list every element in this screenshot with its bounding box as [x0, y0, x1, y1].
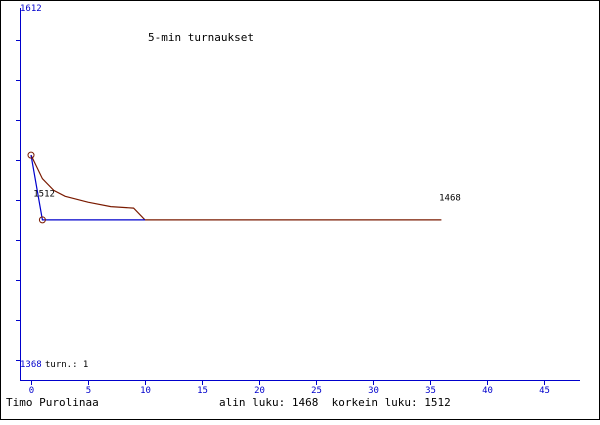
series-line-average	[30, 154, 442, 221]
y-max-label: 1612	[20, 4, 42, 14]
x-tick-label: 15	[197, 386, 208, 396]
rating-stats: alin luku: 1468 korkein luku: 1512	[219, 396, 451, 409]
x-tick-label: 35	[425, 386, 436, 396]
x-tick-label: 20	[254, 386, 265, 396]
y-min-label: 1368	[20, 360, 42, 370]
chart-title: 5-min turnaukset	[148, 31, 254, 44]
x-tick-label: 45	[539, 386, 550, 396]
x-tick-label: 30	[368, 386, 379, 396]
turn-label: turn.: 1	[45, 360, 88, 370]
x-tick-label: 40	[482, 386, 493, 396]
marker-layer	[27, 151, 46, 224]
x-ticks: 0 5 10 15 20 25 30 35 40 45	[29, 380, 550, 396]
data-label: 1512	[33, 189, 55, 199]
player-name: Timo Purolinaa	[6, 396, 99, 409]
y-ticks	[16, 40, 21, 361]
x-tick-label: 5	[86, 386, 91, 396]
x-tick-label: 0	[29, 386, 34, 396]
series-line-rating	[30, 154, 145, 221]
data-label: 1468	[439, 194, 461, 204]
series-layer	[30, 154, 442, 221]
data-point-marker	[38, 216, 46, 224]
annotation-layer: 1512 1468	[33, 189, 461, 203]
x-tick-label: 25	[311, 386, 322, 396]
x-tick-label: 10	[140, 386, 151, 396]
data-point-marker	[27, 151, 35, 159]
